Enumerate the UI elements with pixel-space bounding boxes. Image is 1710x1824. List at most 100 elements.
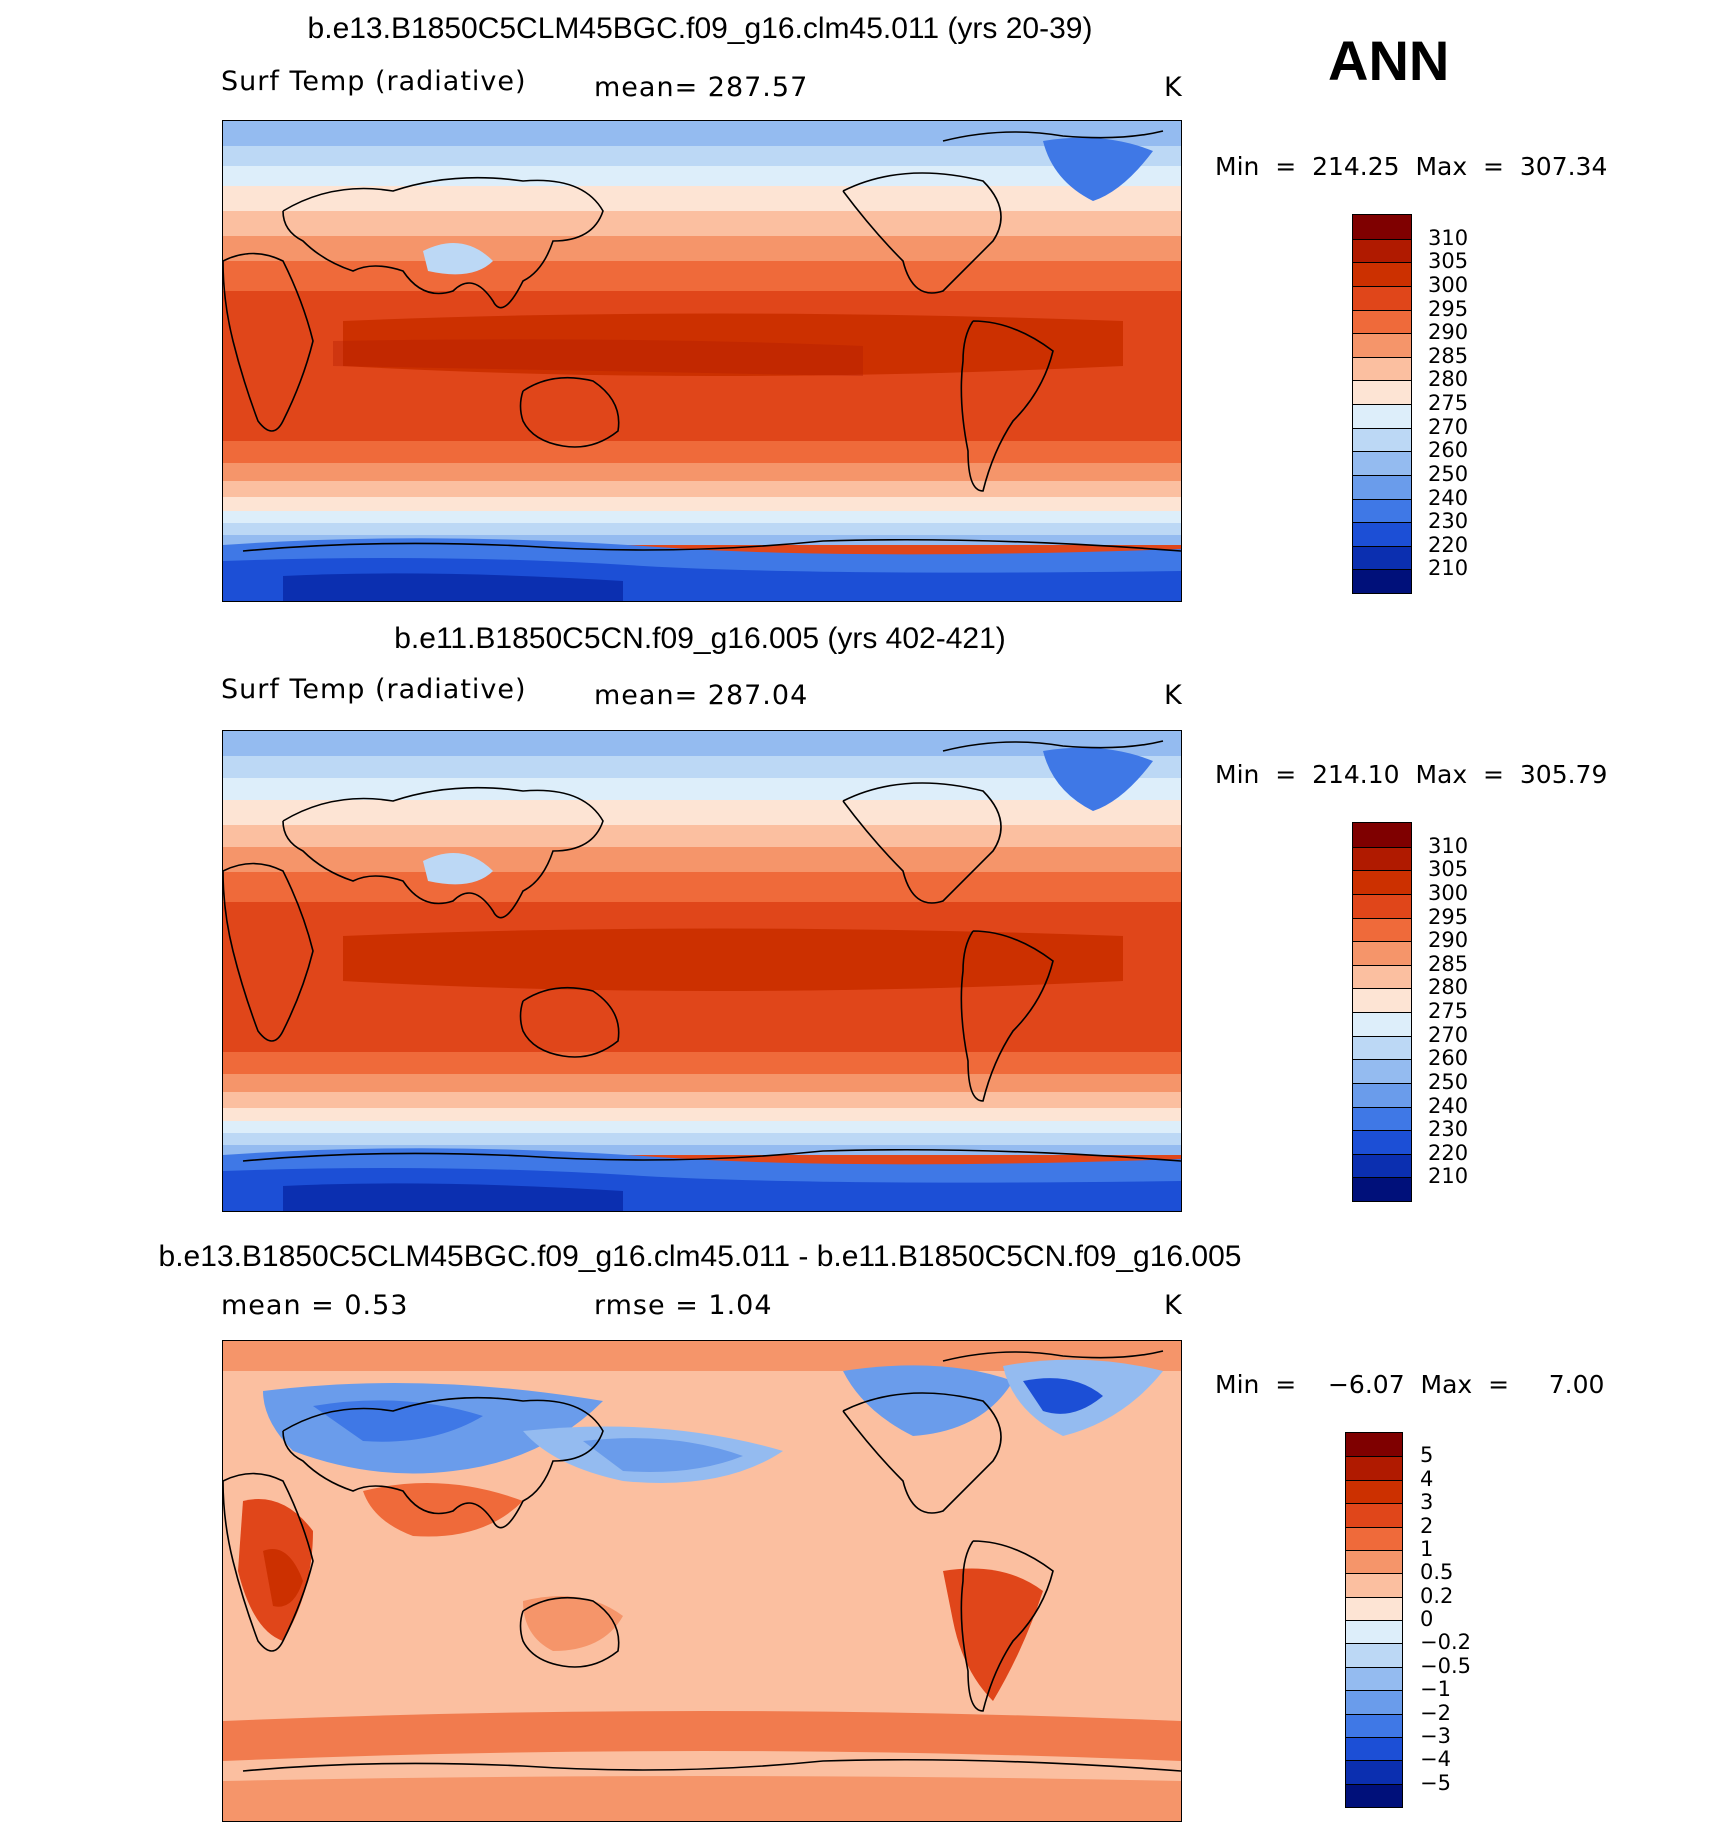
panel-mid-colorbar-label: 285: [1428, 951, 1469, 976]
panel-diff-title: b.e13.B1850C5CLM45BGC.f09_g16.clm45.011 …: [158, 1240, 1242, 1273]
panel-diff-colorbar-label: 2: [1420, 1513, 1434, 1538]
panel-diff-rmse: rmse = 1.04: [594, 1290, 773, 1321]
panel-top-colorbar-label: 305: [1428, 249, 1469, 274]
panel-diff-colorbar-segment: [1346, 1643, 1402, 1667]
panel-top-colorbar-segment: [1353, 238, 1411, 263]
panel-diff-colorbar-segment: [1346, 1690, 1402, 1714]
panel-diff-colorbar-segment: [1346, 1736, 1402, 1761]
panel-mid-colorbar-segment: [1353, 1177, 1411, 1201]
panel-diff-colorbar-segment: [1346, 1620, 1402, 1644]
panel-diff-colorbar-segment: [1346, 1573, 1402, 1597]
panel-top-colorbar-segment: [1353, 309, 1411, 334]
panel-diff-colorbar-label: 5: [1420, 1443, 1434, 1468]
panel-top-colorbar-segment: [1353, 262, 1411, 286]
panel-top-colorbar-label: 270: [1428, 414, 1469, 439]
panel-mid-title: b.e11.B1850C5CN.f09_g16.005 (yrs 402-421…: [394, 622, 1006, 655]
panel-mid-colorbar-segment: [1353, 1012, 1411, 1036]
panel-top-colorbar-segment: [1353, 569, 1411, 593]
panel-diff-colorbar-label: −4: [1420, 1747, 1451, 1772]
panel-top-minmax: Min = 214.25 Max = 307.34: [1215, 152, 1608, 181]
panel-top-colorbar-segment: [1353, 498, 1411, 523]
panel-mid-colorbar-segment: [1353, 988, 1411, 1012]
panel-top-colorbar-segment: [1353, 522, 1411, 546]
panel-diff-colorbar-label: −5: [1420, 1770, 1451, 1795]
panel-diff-colorbar-label: 0.2: [1420, 1583, 1454, 1608]
panel-top-units: K: [1164, 72, 1183, 103]
panel-top-colorbar-label: 210: [1428, 556, 1469, 581]
panel-mid-variable: Surf Temp (radiative): [221, 674, 527, 705]
panel-top-colorbar-segment: [1353, 427, 1411, 452]
panel-mid-colorbar-label: 275: [1428, 999, 1469, 1023]
panel-mid-colorbar-label: 270: [1428, 1022, 1469, 1047]
panel-diff-colorbar-segment: [1346, 1549, 1402, 1574]
panel-diff-colorbar-segment: [1346, 1456, 1402, 1480]
panel-mid-colorbar-label: 230: [1428, 1117, 1469, 1142]
panel-diff-colorbar-label: 4: [1420, 1466, 1434, 1491]
panel-diff-colorbar-segment: [1346, 1760, 1402, 1784]
panel-diff-colorbar-segment: [1346, 1479, 1402, 1504]
panel-mid-colorbar-label: 250: [1428, 1069, 1469, 1094]
panel-top-colorbar-segment: [1353, 333, 1411, 357]
panel-mid-colorbar-segment: [1353, 870, 1411, 894]
panel-mid-colorbar-segment: [1353, 1082, 1411, 1107]
panel-mid-colorbar-segment: [1353, 1130, 1411, 1154]
panel-top-colorbar-segment: [1353, 285, 1411, 310]
panel-mid-colorbar-label: 220: [1428, 1140, 1469, 1165]
panel-mid-colorbar-label: 280: [1428, 975, 1469, 1000]
panel-diff-map: [222, 1340, 1182, 1822]
panel-top-colorbar-segment: [1353, 451, 1411, 475]
panel-diff-colorbar-segment: [1346, 1433, 1402, 1457]
panel-diff-colorbar-segment: [1346, 1596, 1402, 1620]
panel-mid-colorbar-label: 260: [1428, 1046, 1469, 1071]
panel-top-colorbar-label: 280: [1428, 367, 1469, 392]
panel-top-colorbar-label: 240: [1428, 485, 1469, 510]
panel-top-colorbar-segment: [1353, 404, 1411, 428]
panel-top-colorbar-label: 290: [1428, 320, 1469, 345]
panel-mid-colorbar-segment: [1353, 941, 1411, 965]
panel-top-variable: Surf Temp (radiative): [221, 66, 527, 97]
panel-diff-colorbar-label: −3: [1420, 1723, 1451, 1748]
panel-mid-map: [222, 730, 1182, 1212]
panel-top-colorbar-label: 250: [1428, 461, 1469, 486]
panel-diff-colorbar-label: −2: [1420, 1700, 1451, 1725]
panel-mid-colorbar-label: 295: [1428, 904, 1469, 929]
panel-top-map: [222, 120, 1182, 602]
panel-diff-colorbar-segment: [1346, 1783, 1402, 1807]
panel-top-mean: mean= 287.57: [594, 72, 809, 103]
panel-mid-units: K: [1164, 680, 1183, 711]
panel-mid-colorbar: [1352, 822, 1412, 1202]
panel-top-colorbar-label: 285: [1428, 343, 1469, 368]
panel-top-title: b.e13.B1850C5CLM45BGC.f09_g16.clm45.011 …: [307, 12, 1093, 45]
panel-mid-colorbar-label: 300: [1428, 880, 1469, 905]
panel-diff-colorbar-segment: [1346, 1503, 1402, 1527]
panel-top-colorbar-label: 295: [1428, 296, 1469, 321]
panel-top-colorbar-label: 300: [1428, 272, 1469, 297]
season-label: ANN: [1328, 29, 1450, 92]
panel-diff-map-graphic: [223, 1341, 1181, 1821]
panel-top-colorbar-segment: [1353, 356, 1411, 381]
panel-diff-colorbar-label: 0.5: [1420, 1560, 1454, 1585]
panel-mid-colorbar-segment: [1353, 1153, 1411, 1178]
panel-diff-colorbar-segment: [1346, 1713, 1402, 1737]
panel-mid-colorbar-label: 290: [1428, 928, 1469, 953]
panel-top-colorbar-label: 220: [1428, 532, 1469, 557]
panel-top-colorbar: [1352, 214, 1412, 594]
panel-top-colorbar-segment: [1353, 380, 1411, 404]
panel-top-colorbar-segment: [1353, 545, 1411, 570]
panel-mid-colorbar-segment: [1353, 917, 1411, 942]
panel-mid-colorbar-label: 210: [1428, 1164, 1469, 1189]
panel-top-colorbar-segment: [1353, 474, 1411, 499]
panel-mid-colorbar-label: 310: [1428, 833, 1469, 858]
panel-mid-colorbar-segment: [1353, 1035, 1411, 1060]
panel-diff-colorbar-label: 0: [1420, 1607, 1434, 1631]
panel-diff-colorbar-label: −0.2: [1420, 1630, 1471, 1655]
panel-mid-colorbar-segment: [1353, 1106, 1411, 1131]
panel-diff-colorbar-segment: [1346, 1666, 1402, 1691]
panel-diff-colorbar-label: 1: [1420, 1536, 1434, 1561]
panel-top-colorbar-label: 310: [1428, 225, 1469, 250]
panel-diff-mean: mean = 0.53: [221, 1290, 409, 1321]
panel-mid-colorbar-segment: [1353, 846, 1411, 871]
panel-top-colorbar-label: 230: [1428, 509, 1469, 534]
panel-diff-colorbar-label: −1: [1420, 1677, 1451, 1702]
panel-mid-minmax: Min = 214.10 Max = 305.79: [1215, 760, 1608, 789]
